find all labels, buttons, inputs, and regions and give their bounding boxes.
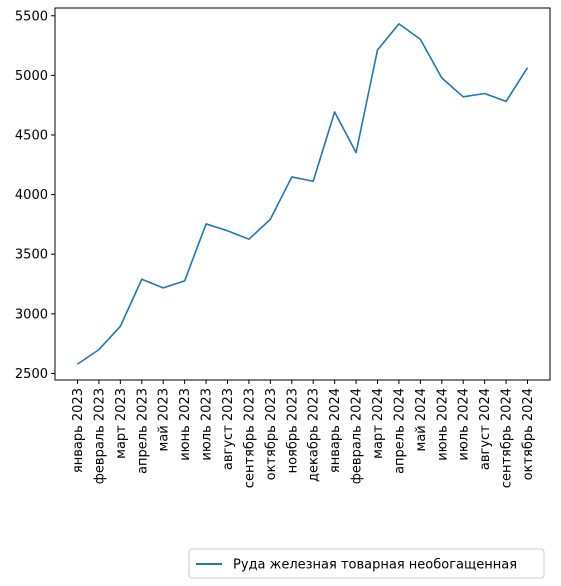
y-tick-label: 5000 (15, 69, 48, 84)
x-tick-label: июнь 2023 (178, 388, 193, 461)
x-tick-label: декабрь 2023 (307, 388, 322, 482)
x-tick-label: сентябрь 2023 (242, 388, 257, 488)
x-tick-label: сентябрь 2024 (500, 388, 515, 488)
y-axis-ticks: 2500 3000 3500 4000 4500 5000 5500 (15, 9, 55, 382)
series-line (77, 23, 529, 365)
x-tick-label: февраль 2023 (92, 388, 107, 484)
x-tick-label: январь 2024 (328, 388, 343, 473)
x-tick-label: июнь 2024 (435, 388, 450, 461)
y-tick-label: 5500 (15, 9, 48, 24)
plot-frame (54, 7, 551, 381)
x-tick-label: август 2024 (478, 388, 493, 470)
x-tick-label: октябрь 2023 (264, 388, 279, 480)
x-tick-label: май 2024 (414, 388, 429, 451)
x-tick-label: ноябрь 2023 (285, 388, 300, 473)
x-tick-label: август 2023 (221, 388, 236, 470)
x-tick-label: октябрь 2024 (521, 388, 536, 480)
plot-area (55, 8, 550, 380)
x-tick-label: апрель 2024 (392, 388, 407, 474)
legend-box (188, 548, 545, 579)
y-tick-label: 4500 (15, 128, 48, 143)
x-axis-ticks: январь 2023 февраль 2023 март 2023 апрель 2… (71, 380, 536, 488)
y-tick-label: 3000 (15, 307, 48, 322)
x-tick-label: март 2024 (371, 388, 386, 459)
y-tick-label: 4000 (15, 188, 48, 203)
x-tick-label: январь 2023 (71, 388, 86, 473)
x-tick-label: май 2023 (157, 388, 172, 451)
legend-label: Руда железная товарная необогащенная (233, 558, 517, 573)
x-tick-label: март 2023 (114, 388, 129, 459)
legend: Руда железная товарная необогащенная (188, 548, 545, 579)
x-tick-label: февраль 2024 (350, 388, 365, 484)
y-tick-label: 2500 (15, 367, 48, 382)
x-tick-label: июль 2023 (200, 388, 215, 461)
y-tick-label: 3500 (15, 248, 48, 263)
x-tick-label: апрель 2023 (135, 388, 150, 474)
x-tick-label: июль 2024 (457, 388, 472, 461)
